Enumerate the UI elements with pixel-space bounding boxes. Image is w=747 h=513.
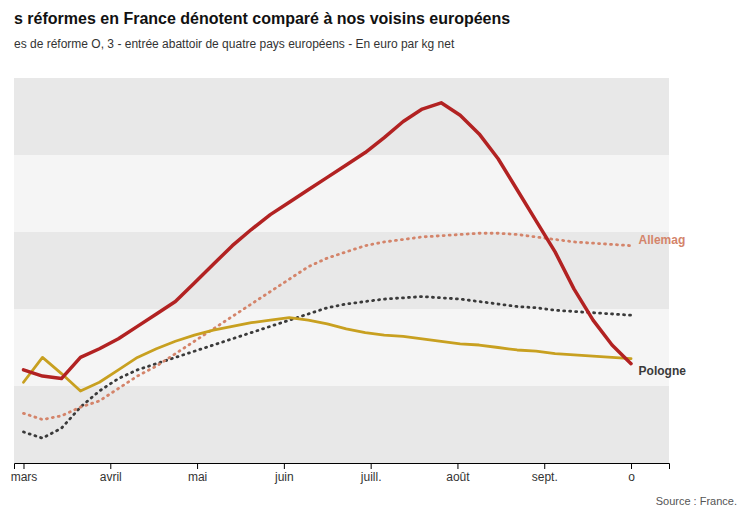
x-tick-mark bbox=[110, 463, 111, 469]
grid-band bbox=[14, 78, 669, 155]
x-tick: avril bbox=[100, 463, 122, 484]
plot: mars avril mai juin juill. août sept. o Allemag P… bbox=[11, 78, 687, 484]
x-tick: o bbox=[628, 463, 635, 484]
x-tick: juill. bbox=[360, 463, 382, 484]
x-tick-label: juin bbox=[274, 470, 294, 484]
x-tick: mai bbox=[188, 463, 207, 484]
x-tick-label: avril bbox=[100, 470, 122, 484]
grid-band bbox=[14, 232, 669, 309]
x-tick-mark bbox=[197, 463, 198, 469]
x-tick-label: mai bbox=[188, 470, 207, 484]
subtitle: es de réforme O, 3 - entrée abattoir de … bbox=[14, 37, 455, 51]
x-tick-label: o bbox=[628, 470, 635, 484]
x-tick: sept. bbox=[532, 463, 558, 484]
x-tick-mark bbox=[631, 463, 632, 469]
x-tick: mars bbox=[11, 463, 38, 484]
x-tick-mark bbox=[457, 463, 458, 469]
source: Source : France. bbox=[656, 495, 737, 507]
series-line bbox=[23, 297, 631, 439]
x-axis: mars avril mai juin juill. août sept. o bbox=[11, 463, 670, 484]
x-tick-label: août bbox=[446, 470, 470, 484]
annotation: Pologne bbox=[639, 364, 687, 378]
x-tick-mark bbox=[371, 463, 372, 469]
lines bbox=[23, 103, 631, 438]
x-tick: juin bbox=[274, 463, 294, 484]
x-tick-mark bbox=[23, 463, 24, 469]
annotation: Allemag bbox=[639, 233, 686, 247]
title: s réformes en France dénotent comparé à … bbox=[14, 10, 510, 27]
series-line bbox=[23, 233, 631, 419]
x-tick-label: juill. bbox=[360, 470, 382, 484]
annotations: Allemag Pologne bbox=[639, 233, 687, 379]
x-tick-mark bbox=[284, 463, 285, 469]
x-tick-label: mars bbox=[11, 470, 38, 484]
grid-band bbox=[14, 386, 669, 463]
series-line bbox=[23, 103, 631, 379]
x-axis-line bbox=[15, 464, 670, 470]
grid bbox=[14, 78, 669, 463]
x-tick: août bbox=[446, 463, 470, 484]
series-line bbox=[23, 318, 631, 391]
chart: s réformes en France dénotent comparé à … bbox=[0, 0, 747, 513]
x-tick-label: sept. bbox=[532, 470, 558, 484]
x-tick-mark bbox=[544, 463, 545, 469]
